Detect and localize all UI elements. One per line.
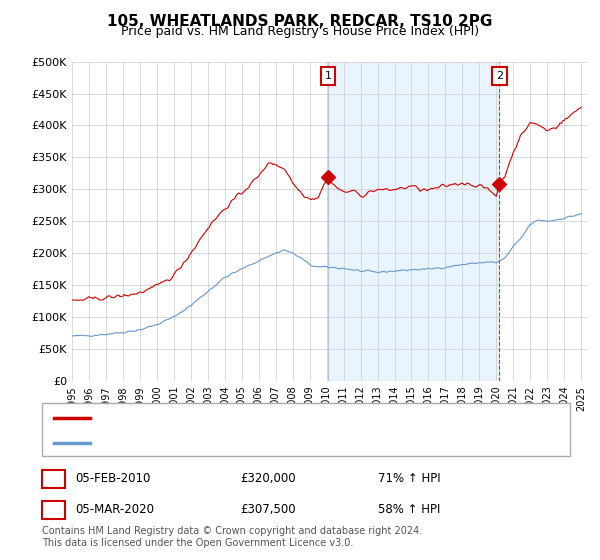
Text: 2: 2 (496, 71, 503, 81)
Text: 1: 1 (50, 472, 57, 486)
Text: 05-FEB-2010: 05-FEB-2010 (75, 472, 151, 486)
Text: Contains HM Land Registry data © Crown copyright and database right 2024.
This d: Contains HM Land Registry data © Crown c… (42, 526, 422, 548)
Text: 71% ↑ HPI: 71% ↑ HPI (378, 472, 440, 486)
Text: 105, WHEATLANDS PARK, REDCAR, TS10 2PG (detached house): 105, WHEATLANDS PARK, REDCAR, TS10 2PG (… (99, 413, 453, 423)
Text: 1: 1 (325, 71, 331, 81)
Text: HPI: Average price, detached house, Redcar and Cleveland: HPI: Average price, detached house, Redc… (99, 438, 428, 448)
Text: 58% ↑ HPI: 58% ↑ HPI (378, 503, 440, 516)
Text: 05-MAR-2020: 05-MAR-2020 (75, 503, 154, 516)
Text: Price paid vs. HM Land Registry's House Price Index (HPI): Price paid vs. HM Land Registry's House … (121, 25, 479, 38)
Text: 105, WHEATLANDS PARK, REDCAR, TS10 2PG: 105, WHEATLANDS PARK, REDCAR, TS10 2PG (107, 14, 493, 29)
Text: £320,000: £320,000 (240, 472, 296, 486)
Text: £307,500: £307,500 (240, 503, 296, 516)
Text: 2: 2 (50, 503, 57, 516)
Bar (328, 62, 499, 381)
